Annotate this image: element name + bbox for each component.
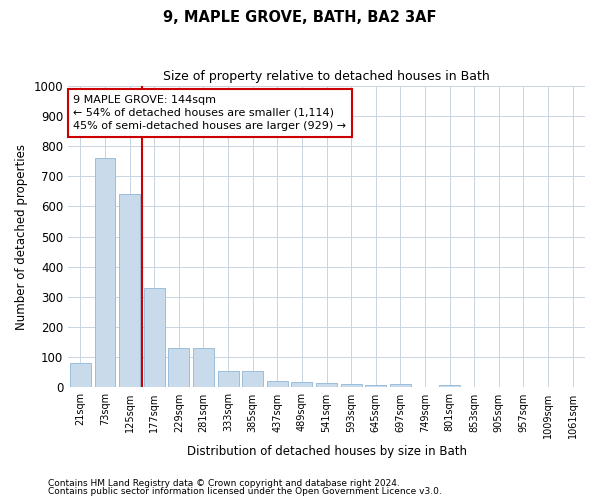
Bar <box>341 384 362 388</box>
Bar <box>70 364 91 388</box>
Bar <box>218 371 239 388</box>
X-axis label: Distribution of detached houses by size in Bath: Distribution of detached houses by size … <box>187 444 467 458</box>
Bar <box>439 385 460 388</box>
Bar <box>144 288 164 388</box>
Bar <box>292 382 313 388</box>
Text: 9, MAPLE GROVE, BATH, BA2 3AF: 9, MAPLE GROVE, BATH, BA2 3AF <box>163 10 437 25</box>
Bar <box>95 158 115 388</box>
Bar <box>169 348 189 388</box>
Bar <box>193 348 214 388</box>
Text: Contains HM Land Registry data © Crown copyright and database right 2024.: Contains HM Land Registry data © Crown c… <box>48 478 400 488</box>
Text: Contains public sector information licensed under the Open Government Licence v3: Contains public sector information licen… <box>48 487 442 496</box>
Bar <box>316 383 337 388</box>
Text: 9 MAPLE GROVE: 144sqm
← 54% of detached houses are smaller (1,114)
45% of semi-d: 9 MAPLE GROVE: 144sqm ← 54% of detached … <box>73 94 346 131</box>
Bar <box>119 194 140 388</box>
Y-axis label: Number of detached properties: Number of detached properties <box>15 144 28 330</box>
Bar <box>390 384 411 388</box>
Bar <box>242 371 263 388</box>
Title: Size of property relative to detached houses in Bath: Size of property relative to detached ho… <box>163 70 490 83</box>
Bar <box>365 385 386 388</box>
Bar <box>267 381 288 388</box>
